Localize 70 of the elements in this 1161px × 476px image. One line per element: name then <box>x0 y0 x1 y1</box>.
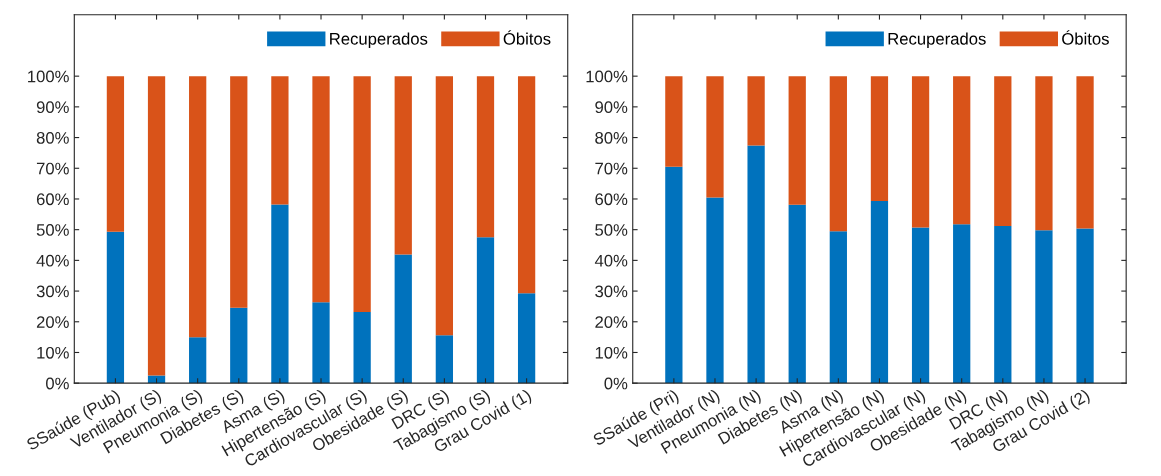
y-tick-label: 70% <box>595 162 628 175</box>
bar <box>189 337 207 384</box>
bar <box>230 307 248 384</box>
bar <box>1035 230 1053 384</box>
bar <box>230 76 248 308</box>
legend-label: Óbitos <box>1062 30 1109 45</box>
bar <box>665 166 683 384</box>
bar <box>353 76 371 312</box>
y-tick-label: 0% <box>46 377 69 390</box>
bar <box>994 225 1012 384</box>
bar <box>1035 76 1053 231</box>
y-tick-label: 20% <box>595 316 628 328</box>
bar <box>271 76 289 205</box>
bar <box>706 197 724 384</box>
y-tick-label: 20% <box>36 316 69 328</box>
bar <box>394 76 412 255</box>
bar <box>747 76 765 146</box>
y-tick-label: 30% <box>36 285 69 298</box>
bar <box>271 204 289 384</box>
bar <box>788 204 806 384</box>
legend-label: Óbitos <box>503 30 551 45</box>
bar <box>189 76 207 338</box>
bar <box>911 227 930 384</box>
bar <box>106 76 125 232</box>
bar <box>870 201 889 384</box>
y-tick-label: 90% <box>36 101 69 114</box>
bar <box>517 76 536 294</box>
y-tick-label: 100% <box>586 70 628 83</box>
bar <box>476 76 495 238</box>
bar <box>911 76 930 228</box>
bar <box>353 311 371 384</box>
bar <box>994 76 1012 226</box>
y-tick-label: 100% <box>28 70 69 83</box>
bar <box>1076 76 1094 229</box>
bar <box>829 76 847 232</box>
y-tick-label: 90% <box>595 101 628 114</box>
bar <box>1076 228 1094 384</box>
bar <box>312 302 330 384</box>
bar <box>870 76 889 202</box>
bar <box>829 231 847 384</box>
bar <box>394 254 412 384</box>
y-tick-label: 40% <box>36 254 69 267</box>
y-tick-label: 50% <box>595 224 628 236</box>
y-tick-label: 80% <box>595 131 628 144</box>
y-tick-label: 0% <box>604 377 628 390</box>
y-tick-label: 80% <box>36 131 69 144</box>
y-tick-label: 30% <box>595 285 628 298</box>
bar <box>476 237 495 384</box>
legend-label: Recuperados <box>888 32 986 49</box>
legend-label: Recuperados <box>330 32 428 49</box>
bar <box>788 76 806 205</box>
y-tick-label: 50% <box>36 224 69 236</box>
bar <box>665 76 683 167</box>
bar <box>706 76 724 198</box>
y-tick-label: 40% <box>594 254 628 267</box>
y-tick-label: 60% <box>36 193 69 206</box>
bar <box>312 76 330 303</box>
bar <box>953 76 971 225</box>
bar <box>517 293 536 384</box>
y-tick-label: 10% <box>595 346 628 359</box>
bar <box>435 76 454 336</box>
y-tick-label: 60% <box>595 193 628 206</box>
bar <box>147 76 166 376</box>
y-tick-label: 10% <box>37 346 69 359</box>
bar <box>435 335 454 384</box>
bar <box>106 231 125 384</box>
bar <box>953 224 971 384</box>
bar <box>747 145 765 384</box>
y-tick-label: 70% <box>36 162 69 175</box>
bar <box>147 375 166 384</box>
